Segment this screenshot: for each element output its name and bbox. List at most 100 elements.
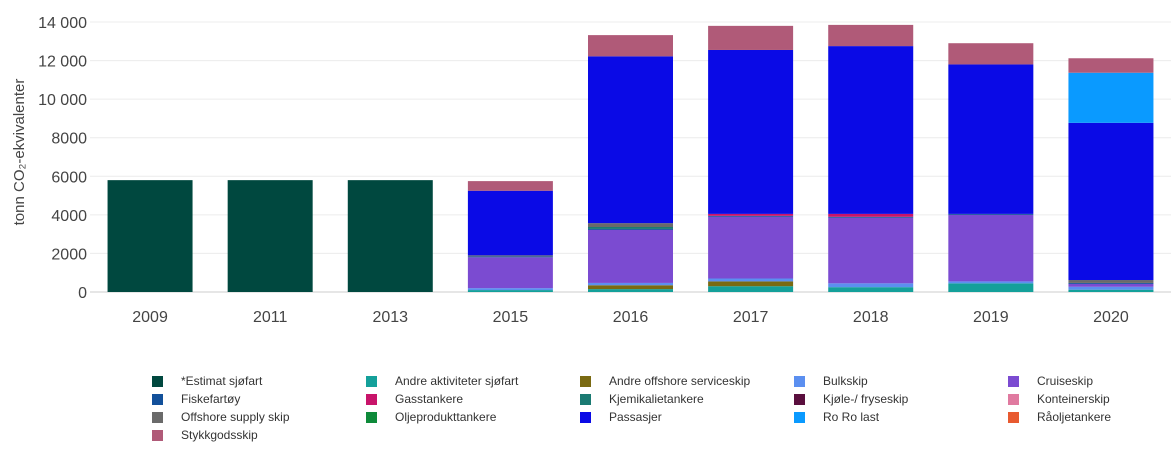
legend-label: Konteinerskip [1037, 392, 1110, 406]
legend-swatch [794, 393, 805, 405]
bar-segment [467, 256, 553, 258]
legend-item[interactable]: Ro Ro last [794, 410, 879, 424]
legend-label: Stykkgodsskip [181, 428, 258, 442]
bar-segment [828, 24, 914, 47]
y-axis-title: tonn CO₂-ekvivalenter [11, 79, 28, 226]
bar-segment [1068, 289, 1154, 292]
legend-swatch [580, 393, 591, 405]
y-tick-label: 12 000 [38, 54, 87, 71]
legend-label: Råoljetankere [1037, 410, 1112, 424]
bar-segment [227, 180, 313, 292]
y-tick-label: 2000 [51, 246, 87, 263]
bar-segment [588, 56, 673, 224]
x-tick-label: 2015 [493, 309, 529, 326]
x-axis-ticks: 2009 2011 2013 2015 2016 2017 2018 2019 2020 [132, 309, 1129, 326]
bar-segment [948, 213, 1034, 215]
legend-swatch [1008, 411, 1019, 423]
legend-item[interactable]: Andre aktiviteter sjøfart [366, 374, 518, 388]
bar-segment [347, 180, 433, 292]
legend-item[interactable]: Stykkgodsskip [152, 428, 258, 442]
legend-swatch [366, 411, 377, 423]
legend-item[interactable]: Fiskefartøy [152, 392, 240, 406]
bars [107, 24, 1154, 292]
legend-item[interactable]: *Estimat sjøfart [152, 374, 262, 388]
legend-swatch [794, 375, 805, 387]
bar-segment [828, 216, 914, 218]
legend-item[interactable]: Råoljetankere [1008, 410, 1111, 424]
bar-segment [1068, 58, 1154, 73]
legend-swatch [366, 375, 377, 387]
bar-segment [588, 282, 673, 286]
legend-swatch [152, 411, 163, 423]
legend-item[interactable]: Andre offshore serviceskip [580, 374, 750, 388]
bar-segment [828, 283, 914, 288]
legend-swatch [580, 375, 591, 387]
y-tick-label: 10 000 [38, 92, 87, 109]
legend-item[interactable]: Kjøle-/ fryseskip [794, 392, 908, 406]
bar-segment [828, 217, 914, 284]
y-tick-label: 0 [78, 285, 87, 302]
x-tick-label: 2019 [973, 309, 1009, 326]
bar-segment [708, 281, 794, 287]
x-tick-label: 2017 [733, 309, 769, 326]
bar-segment [828, 46, 914, 214]
legend-item[interactable]: Oljeprodukttankere [366, 410, 496, 424]
bar-segment [588, 229, 673, 283]
y-axis-ticks: 0 2000 4000 6000 8000 10 000 12 000 14 000 [38, 15, 87, 302]
bar-segment [948, 43, 1034, 65]
legend-label: Kjøle-/ fryseskip [823, 392, 909, 406]
legend-label: Gasstankere [395, 392, 464, 406]
legend-label: Passasjer [609, 410, 662, 424]
bar-segment [467, 288, 553, 291]
x-tick-label: 2020 [1093, 309, 1129, 326]
bar-segment [588, 35, 673, 57]
y-tick-label: 4000 [51, 208, 87, 225]
bar-segment [467, 290, 553, 292]
legend-label: Kjemikalietankere [609, 392, 704, 406]
bar-segment [588, 285, 673, 290]
bar-chart: 0 2000 4000 6000 8000 10 000 12 000 14 000 2009… [11, 15, 1171, 326]
legend-swatch [152, 429, 163, 441]
legend-item[interactable]: Passasjer [580, 410, 662, 424]
y-tick-label: 6000 [51, 169, 87, 186]
legend-label: *Estimat sjøfart [181, 374, 263, 388]
bar-segment [588, 223, 673, 228]
legend-swatch [1008, 393, 1019, 405]
bar-segment [467, 257, 553, 289]
bar-segment [467, 181, 553, 191]
legend-item[interactable]: Gasstankere [366, 392, 463, 406]
legend-item[interactable]: Konteinerskip [1008, 392, 1110, 406]
x-tick-label: 2011 [253, 309, 288, 326]
bar-segment [1068, 72, 1154, 123]
legend-item[interactable]: Cruiseskip [1008, 374, 1093, 388]
bar-segment [467, 190, 553, 256]
legend-swatch [1008, 375, 1019, 387]
bar-segment [948, 214, 1034, 282]
bar-segment [948, 283, 1034, 292]
legend-item[interactable]: Offshore supply skip [152, 410, 290, 424]
bar-segment [588, 227, 673, 229]
x-tick-label: 2016 [613, 309, 649, 326]
bar-segment [588, 228, 673, 230]
bar-segment [708, 213, 794, 216]
y-tick-label: 8000 [51, 131, 87, 148]
legend-label: Ro Ro last [823, 410, 880, 424]
bar-segment [708, 215, 794, 217]
bar-segment [828, 287, 914, 292]
legend-label: Bulkskip [823, 374, 868, 388]
bar-segment [708, 49, 794, 214]
legend-label: Oljeprodukttankere [395, 410, 497, 424]
legend-label: Offshore supply skip [181, 410, 290, 424]
legend-item[interactable]: Bulkskip [794, 374, 868, 388]
legend-label: Cruiseskip [1037, 374, 1094, 388]
bar-segment [467, 255, 553, 257]
x-tick-label: 2009 [132, 309, 168, 326]
bar-segment [1068, 286, 1154, 290]
x-tick-label: 2013 [372, 309, 408, 326]
bar-segment [588, 289, 673, 292]
bar-segment [1068, 122, 1154, 281]
bar-segment [828, 213, 914, 217]
legend-item[interactable]: Kjemikalietankere [580, 392, 704, 406]
bar-segment [948, 64, 1034, 214]
bar-segment [948, 281, 1034, 284]
